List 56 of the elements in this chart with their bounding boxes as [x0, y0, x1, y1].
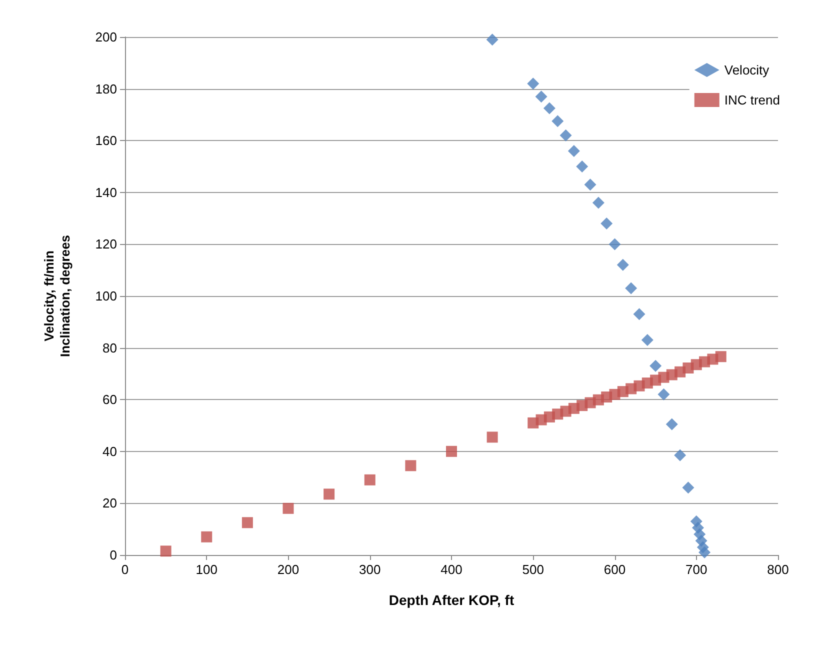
x-tick-label: 100 [196, 562, 218, 577]
point [715, 351, 726, 362]
point [576, 160, 588, 172]
point [201, 531, 212, 542]
y-axis-title: Velocity, ft/min Inclination, degrees [42, 234, 72, 358]
point [552, 115, 564, 128]
y-tick-label: 100 [95, 288, 117, 304]
point [666, 418, 678, 430]
point [658, 388, 670, 400]
point [486, 34, 498, 46]
x-tick-label: 800 [767, 562, 789, 577]
x-tick-label: 600 [604, 562, 626, 577]
point [608, 238, 621, 250]
point [543, 102, 556, 114]
x-tick-label: 0 [121, 562, 129, 577]
point [568, 144, 580, 157]
point [486, 432, 498, 443]
y-tick-label: 180 [95, 81, 117, 96]
point [527, 78, 540, 90]
legend-label: Velocity [724, 62, 770, 78]
legend-label: INC trend [724, 92, 780, 108]
y-tick-label: 160 [95, 133, 117, 148]
x-tick-label: 700 [686, 562, 708, 577]
y-tick-label: 80 [102, 340, 117, 356]
point [625, 282, 638, 294]
y-tick-label: 0 [110, 548, 117, 562]
y-tick-label: 200 [95, 30, 117, 44]
point [535, 90, 548, 103]
point [600, 217, 613, 230]
point [616, 258, 629, 271]
point [446, 446, 457, 457]
point [682, 482, 694, 494]
x-tick-label: 400 [440, 562, 462, 577]
x-tick-label: 500 [522, 562, 544, 577]
x-tick-label: 200 [277, 562, 300, 577]
y-tick-label: 140 [95, 184, 117, 200]
point [405, 460, 416, 472]
y-tick-label: 20 [102, 496, 117, 511]
y-tick-label: 60 [102, 392, 117, 408]
point [698, 546, 711, 558]
point [160, 546, 172, 557]
point [324, 488, 335, 500]
x-tick-label: 300 [359, 562, 381, 577]
point [364, 474, 376, 486]
point [633, 308, 646, 320]
point [282, 502, 294, 514]
point [242, 517, 253, 528]
point [592, 196, 604, 209]
x-axis-title: Depth After KOP, ft [388, 592, 514, 608]
y-tick-label: 120 [95, 236, 117, 252]
point [674, 449, 686, 462]
point [584, 178, 596, 191]
point [641, 334, 654, 346]
y-tick-label: 40 [102, 444, 117, 459]
point [560, 129, 572, 142]
point [650, 360, 662, 372]
